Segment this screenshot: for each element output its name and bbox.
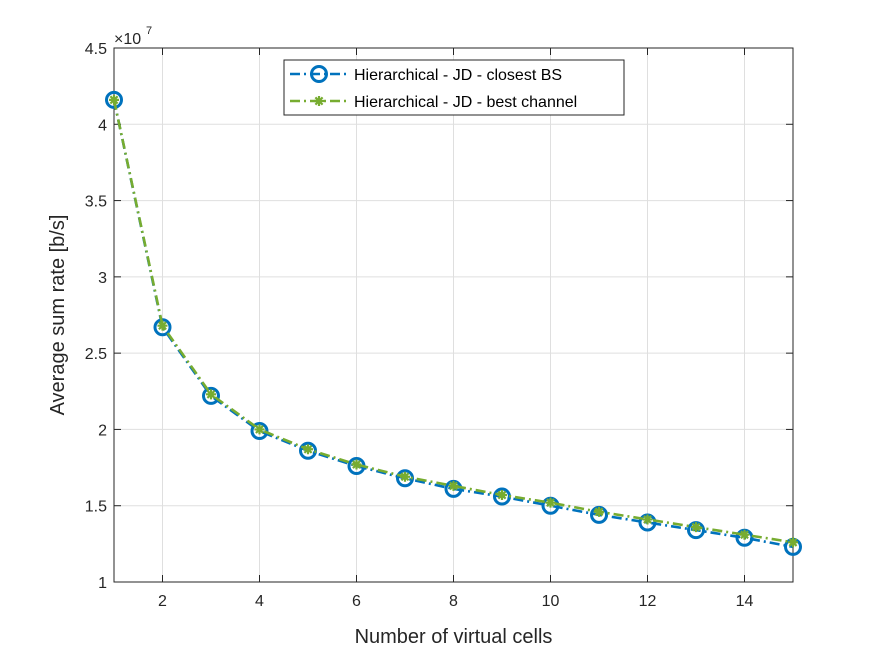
y-multiplier-exponent: 7 (146, 25, 152, 37)
series-line (112, 99, 794, 544)
series-marker (642, 514, 653, 525)
series-group (105, 90, 802, 556)
legend-entry: Hierarchical - JD - closest BS (290, 65, 562, 84)
series-marker (594, 506, 604, 517)
series-marker (109, 94, 119, 105)
y-tick-label: 3.5 (85, 194, 107, 211)
y-multiplier-base: ×10 (114, 31, 141, 48)
series-marker (303, 444, 313, 455)
series-marker (351, 459, 362, 470)
series-marker (691, 522, 701, 533)
y-axis-label: Average sum rate [b/s] (47, 215, 69, 416)
x-tick-label: 4 (255, 593, 264, 610)
x-tick-label: 12 (639, 593, 657, 610)
series-marker (202, 386, 220, 405)
y-tick-label: 4 (98, 117, 107, 134)
series-marker (739, 529, 750, 540)
series-marker (157, 320, 168, 331)
y-tick-label: 2.5 (85, 346, 107, 363)
legend: Hierarchical - JD - closest BS Hierarchic… (283, 59, 625, 116)
y-tick-label: 1 (98, 575, 107, 592)
series-marker (788, 537, 798, 548)
series-marker (310, 65, 328, 83)
series-2 (109, 94, 798, 548)
legend-entry: Hierarchical - JD - best channel (290, 94, 577, 111)
y-tick-label: 3 (98, 270, 107, 287)
y-tick-label: 4.5 (85, 41, 107, 58)
y-axis-multiplier: ×10 7 (114, 25, 152, 48)
legend-box (283, 59, 625, 116)
series-marker (314, 96, 324, 106)
series-marker (545, 497, 556, 508)
x-tick-label: 8 (449, 593, 458, 610)
x-tick-label: 14 (736, 593, 754, 610)
series-marker (497, 490, 507, 501)
x-tick-label: 2 (158, 593, 167, 610)
y-tick-label: 2 (98, 422, 107, 439)
legend-entries: Hierarchical - JD - closest BS Hierarchic… (290, 65, 577, 111)
series-marker (400, 471, 410, 482)
series-marker (105, 90, 123, 109)
series-marker (254, 424, 265, 435)
x-tick-label: 10 (542, 593, 560, 610)
x-tick-label: 6 (352, 593, 361, 610)
legend-label: Hierarchical - JD - best channel (354, 94, 577, 111)
grid (114, 47, 793, 583)
legend-label: Hierarchical - JD - closest BS (354, 67, 562, 84)
series-marker (250, 421, 269, 440)
y-tick-label: 1.5 (85, 499, 107, 516)
axis-ticks: 2 4 6 8 10 12 14 1 1.5 2 2.5 3 3.5 4 4.5 (85, 41, 793, 610)
series-line (112, 99, 794, 549)
series-marker (206, 389, 216, 400)
x-axis-label: Number of virtual cells (355, 626, 553, 648)
series-marker (448, 480, 459, 491)
